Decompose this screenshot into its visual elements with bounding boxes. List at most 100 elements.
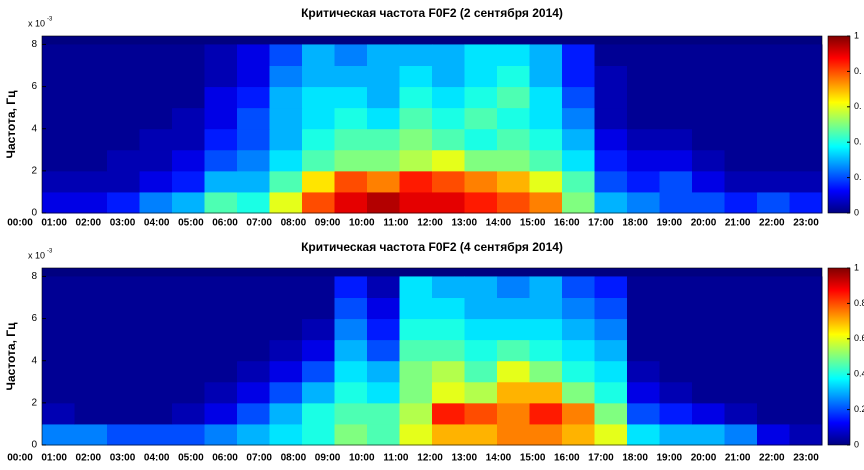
heatmap-cell (464, 318, 498, 341)
heatmap-cell (497, 381, 530, 404)
heatmap-cell (594, 170, 628, 193)
x-tick-label: 06:00 (212, 218, 238, 229)
y-scale-exponent: -3 (47, 17, 53, 23)
x-tick-label: 02:00 (76, 453, 102, 464)
heatmap-cell (432, 128, 465, 151)
heatmap-cell (562, 128, 595, 151)
heatmap-cell (724, 339, 758, 362)
heatmap-cell (627, 423, 660, 446)
heatmap-cell (562, 191, 595, 214)
heatmap-cell (74, 191, 108, 214)
heatmap-cell (334, 86, 368, 109)
heatmap-cell (724, 170, 758, 193)
heatmap-cell (627, 128, 660, 151)
x-tick-label: 11:00 (383, 218, 408, 229)
heatmap-cell (497, 276, 530, 298)
heatmap-cell (529, 107, 563, 130)
x-tick-label: 05:00 (178, 218, 204, 229)
heatmap-cell (139, 128, 173, 151)
heatmap-cell (497, 191, 530, 214)
heatmap-cell (789, 170, 823, 193)
heatmap-cell (724, 381, 758, 404)
x-tick-label: 12:00 (417, 453, 443, 464)
heatmap-cell (497, 86, 530, 109)
heatmap-cell (724, 276, 758, 298)
heatmap-cell (269, 297, 303, 320)
colorbar-tick-label: 0.6 (854, 333, 864, 343)
heatmap-cell (367, 381, 400, 404)
heatmap-cell (757, 360, 790, 383)
colorbar-tick-label: 0. (854, 66, 862, 76)
heatmap-cell (302, 423, 335, 446)
heatmap-cell (627, 107, 660, 130)
heatmap-cell (367, 149, 400, 172)
heatmap-cell (432, 318, 465, 341)
y-tick-label: 8 (31, 39, 37, 50)
heatmap-cell (139, 276, 173, 298)
colorbar-tick-label: 1 (854, 262, 859, 272)
heatmap-cell (432, 381, 465, 404)
colorbar (827, 35, 851, 214)
heatmap-cell (432, 170, 465, 193)
heatmap-cell (204, 297, 238, 320)
heatmap-cell (562, 107, 595, 130)
x-tick-label: 10:00 (349, 453, 375, 464)
heatmap-cell (139, 170, 173, 193)
heatmap-cell (497, 128, 530, 151)
x-tick-label: 09:00 (315, 453, 341, 464)
heatmap-cell (497, 65, 530, 88)
heatmap-cell (692, 65, 725, 88)
heatmap-cell (659, 423, 693, 446)
heatmap-cell (74, 128, 108, 151)
heatmap-cell (562, 297, 595, 320)
x-tick-label: 09:00 (315, 218, 341, 229)
colorbar-tick-label: 0.8 (854, 298, 864, 308)
heatmap-cell (74, 149, 108, 172)
heatmap-cell (107, 170, 140, 193)
heatmap-cell (659, 297, 693, 320)
heatmap-cell (107, 65, 140, 88)
heatmap-cell (269, 149, 303, 172)
colorbar-tick-label: 0.2 (854, 404, 864, 414)
heatmap-cell (302, 107, 335, 130)
heatmap-cell (42, 86, 75, 109)
y-tick-label: 0 (31, 208, 37, 219)
heatmap-cell (107, 381, 140, 404)
heatmap-cell (562, 86, 595, 109)
heatmap-cell (204, 191, 238, 214)
heatmap-cell (529, 339, 563, 362)
heatmap-cell (367, 65, 400, 88)
heatmap-cell (269, 128, 303, 151)
heatmap-cell (464, 44, 498, 66)
heatmap-cell (627, 318, 660, 341)
heatmap-cell (399, 339, 433, 362)
heatmap-cell (594, 65, 628, 88)
heatmap-cell (42, 107, 75, 130)
heatmap-cell (302, 128, 335, 151)
x-tick-label: 08:00 (281, 453, 307, 464)
heatmap-cell (302, 86, 335, 109)
heatmap-cell (432, 107, 465, 130)
heatmap-cell (334, 170, 368, 193)
heatmap-cell (237, 191, 270, 214)
heatmap-cell (529, 65, 563, 88)
x-tick-label: 17:00 (588, 218, 614, 229)
heatmap-cell (529, 360, 563, 383)
y-tick-label: 6 (31, 313, 37, 324)
heatmap-cell (399, 276, 433, 298)
heatmap-cell (107, 191, 140, 214)
heatmap-cell (269, 44, 303, 66)
heatmap-cell (399, 44, 433, 66)
heatmap-cell (432, 297, 465, 320)
heatmap-cell (139, 149, 173, 172)
heatmap-cell (594, 149, 628, 172)
heatmap-cell (269, 339, 303, 362)
heatmap-cell (627, 191, 660, 214)
heatmap-cell (692, 44, 725, 66)
heatmap-cell (237, 107, 270, 130)
heatmap-cell (302, 318, 335, 341)
heatmap-cell (302, 402, 335, 425)
heatmap-cell (432, 402, 465, 425)
heatmap-cell (172, 86, 205, 109)
heatmap-cell (172, 402, 205, 425)
